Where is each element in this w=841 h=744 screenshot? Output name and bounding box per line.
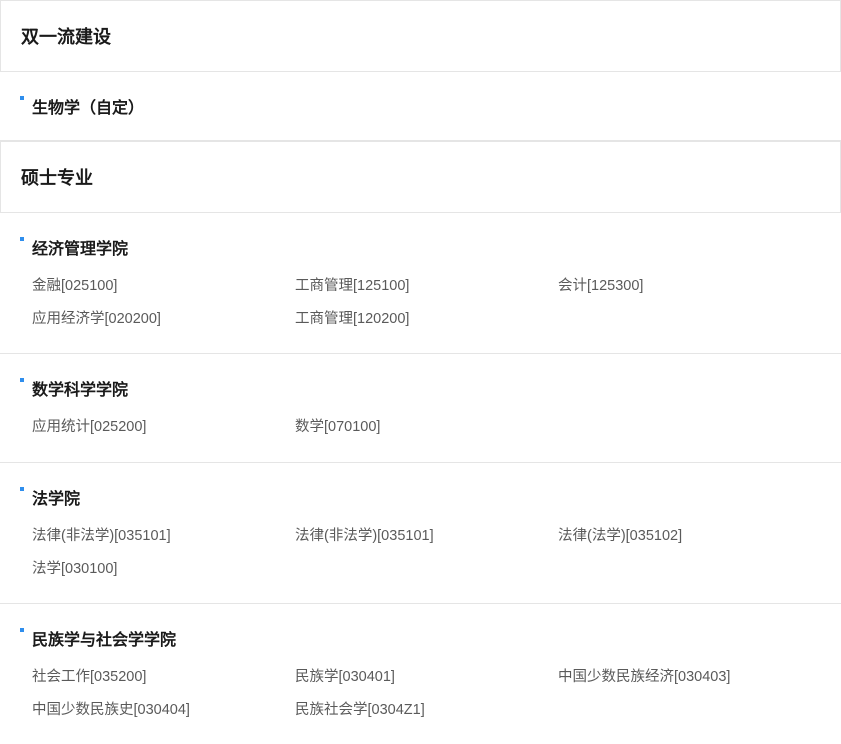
section-double-first-class: 双一流建设 生物学（自定）	[0, 0, 841, 141]
major-item[interactable]: 应用统计[025200]	[32, 416, 295, 439]
major-item[interactable]: 法律(非法学)[035101]	[32, 525, 295, 548]
subsection-block: 数学科学学院 应用统计[025200] 数学[070100]	[0, 354, 841, 439]
major-item[interactable]: 金融[025100]	[32, 275, 295, 298]
major-item[interactable]: 法学[030100]	[32, 558, 295, 581]
major-item[interactable]: 工商管理[125100]	[295, 275, 558, 298]
section-title: 双一流建设	[21, 23, 820, 49]
major-item[interactable]: 工商管理[120200]	[295, 308, 558, 331]
major-item[interactable]: 会计[125300]	[558, 275, 821, 298]
major-item[interactable]: 社会工作[035200]	[32, 666, 295, 689]
major-grid: 应用统计[025200] 数学[070100]	[20, 400, 821, 439]
section-masters: 硕士专业 经济管理学院 金融[025100] 工商管理[125100] 会计[1…	[0, 141, 841, 744]
subsection-heading[interactable]: 数学科学学院	[20, 376, 821, 400]
subsection-heading[interactable]: 民族学与社会学学院	[20, 626, 821, 650]
subsection-ethnology: 民族学与社会学学院 社会工作[035200] 民族学[030401] 中国少数民…	[0, 604, 841, 744]
subsection-biology: 生物学（自定）	[0, 72, 841, 140]
subsection-heading[interactable]: 法学院	[20, 485, 821, 509]
section-title: 硕士专业	[21, 164, 820, 190]
subsection-block: 经济管理学院 金融[025100] 工商管理[125100] 会计[125300…	[0, 213, 841, 331]
major-item[interactable]: 民族学[030401]	[295, 666, 558, 689]
subsection-heading[interactable]: 经济管理学院	[20, 235, 821, 259]
major-grid: 社会工作[035200] 民族学[030401] 中国少数民族经济[030403…	[20, 650, 821, 722]
subsection-heading[interactable]: 生物学（自定）	[20, 94, 821, 118]
major-item[interactable]: 法律(非法学)[035101]	[295, 525, 558, 548]
subsection-math: 数学科学学院 应用统计[025200] 数学[070100]	[0, 354, 841, 462]
major-item[interactable]: 中国少数民族史[030404]	[32, 699, 295, 722]
subsection-law: 法学院 法律(非法学)[035101] 法律(非法学)[035101] 法律(法…	[0, 463, 841, 604]
page-container: 双一流建设 生物学（自定） 硕士专业 经济管理学院 金融[025100] 工商管…	[0, 0, 841, 744]
major-item[interactable]: 应用经济学[020200]	[32, 308, 295, 331]
subsection-block: 法学院 法律(非法学)[035101] 法律(非法学)[035101] 法律(法…	[0, 463, 841, 581]
major-item[interactable]: 民族社会学[0304Z1]	[295, 699, 558, 722]
subsection-block: 民族学与社会学学院 社会工作[035200] 民族学[030401] 中国少数民…	[0, 604, 841, 722]
subsection-economics: 经济管理学院 金融[025100] 工商管理[125100] 会计[125300…	[0, 213, 841, 354]
major-grid: 金融[025100] 工商管理[125100] 会计[125300] 应用经济学…	[20, 259, 821, 331]
section-header: 双一流建设	[0, 0, 841, 72]
section-header: 硕士专业	[0, 141, 841, 213]
major-item[interactable]: 中国少数民族经济[030403]	[558, 666, 821, 689]
major-item[interactable]: 法律(法学)[035102]	[558, 525, 821, 548]
major-grid: 法律(非法学)[035101] 法律(非法学)[035101] 法律(法学)[0…	[20, 509, 821, 581]
major-item[interactable]: 数学[070100]	[295, 416, 558, 439]
